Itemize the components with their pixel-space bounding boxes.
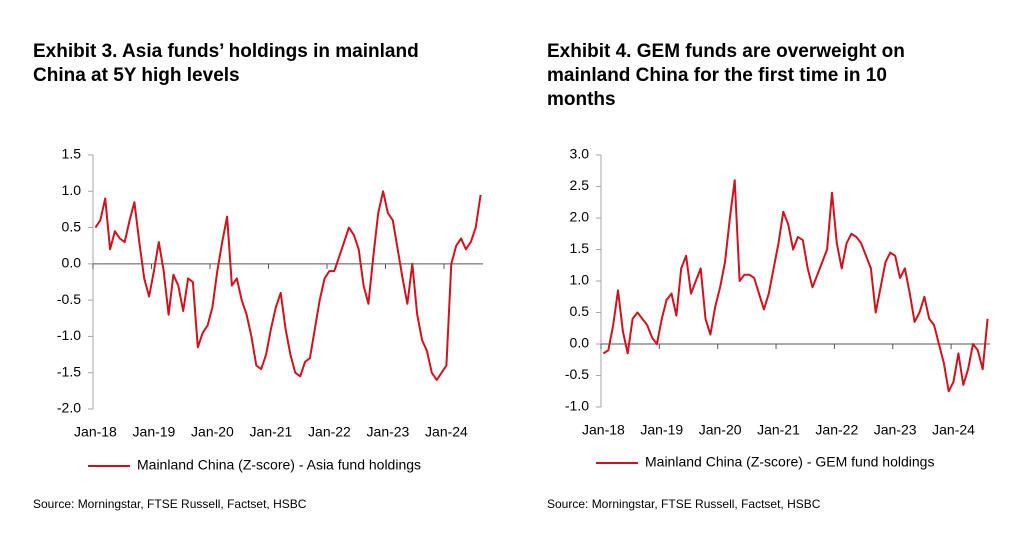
x-tick-label: Jan-23 [367,424,410,440]
chart-title: months [547,89,616,110]
y-tick-label: -2.0 [57,400,81,416]
y-tick-label: 1.0 [570,272,590,288]
y-tick-label: -1.5 [57,363,81,379]
y-tick-label: 0.0 [570,335,590,351]
x-tick-label: Jan-21 [757,422,800,438]
x-tick-label: Jan-24 [425,424,468,440]
x-tick-label: Jan-19 [133,424,176,440]
x-tick-label: Jan-20 [191,424,234,440]
y-tick-label: -1.0 [57,327,81,343]
x-tick-label: Jan-18 [74,424,117,440]
x-tick-label: Jan-19 [640,422,683,438]
source-note: Source: Morningstar, FTSE Russell, Facts… [547,497,821,511]
y-tick-label: 2.5 [570,177,590,193]
x-tick-label: Jan-24 [932,422,975,438]
legend-label: Mainland China (Z-score) - GEM fund hold… [645,454,934,470]
y-tick-label: 0.5 [570,303,590,319]
x-tick-label: Jan-22 [308,424,351,440]
source-note: Source: Morningstar, FTSE Russell, Facts… [33,497,307,511]
x-tick-label: Jan-18 [582,422,625,438]
y-tick-label: 0.0 [62,255,82,271]
chart-title: mainland China for the first time in 10 [547,65,887,86]
y-tick-label: -1.0 [565,398,589,414]
y-tick-label: 2.0 [570,209,590,225]
y-tick-label: 1.5 [570,240,590,256]
x-tick-label: Jan-22 [815,422,858,438]
chart-title: Exhibit 4. GEM funds are overweight on [547,41,905,62]
y-tick-label: -0.5 [57,291,81,307]
data-line [602,179,989,393]
chart-title: Exhibit 3. Asia funds’ holdings in mainl… [33,41,419,62]
x-tick-label: Jan-20 [699,422,742,438]
legend-label: Mainland China (Z-score) - Asia fund hol… [137,457,421,473]
data-line [94,190,482,381]
x-tick-label: Jan-21 [250,424,293,440]
x-tick-label: Jan-23 [874,422,917,438]
chart-title: China at 5Y high levels [33,65,240,86]
y-tick-label: 1.5 [62,146,82,162]
y-tick-label: 1.0 [62,182,82,198]
y-tick-label: 3.0 [570,146,590,162]
y-tick-label: -0.5 [565,366,589,382]
y-tick-label: 0.5 [62,218,82,234]
